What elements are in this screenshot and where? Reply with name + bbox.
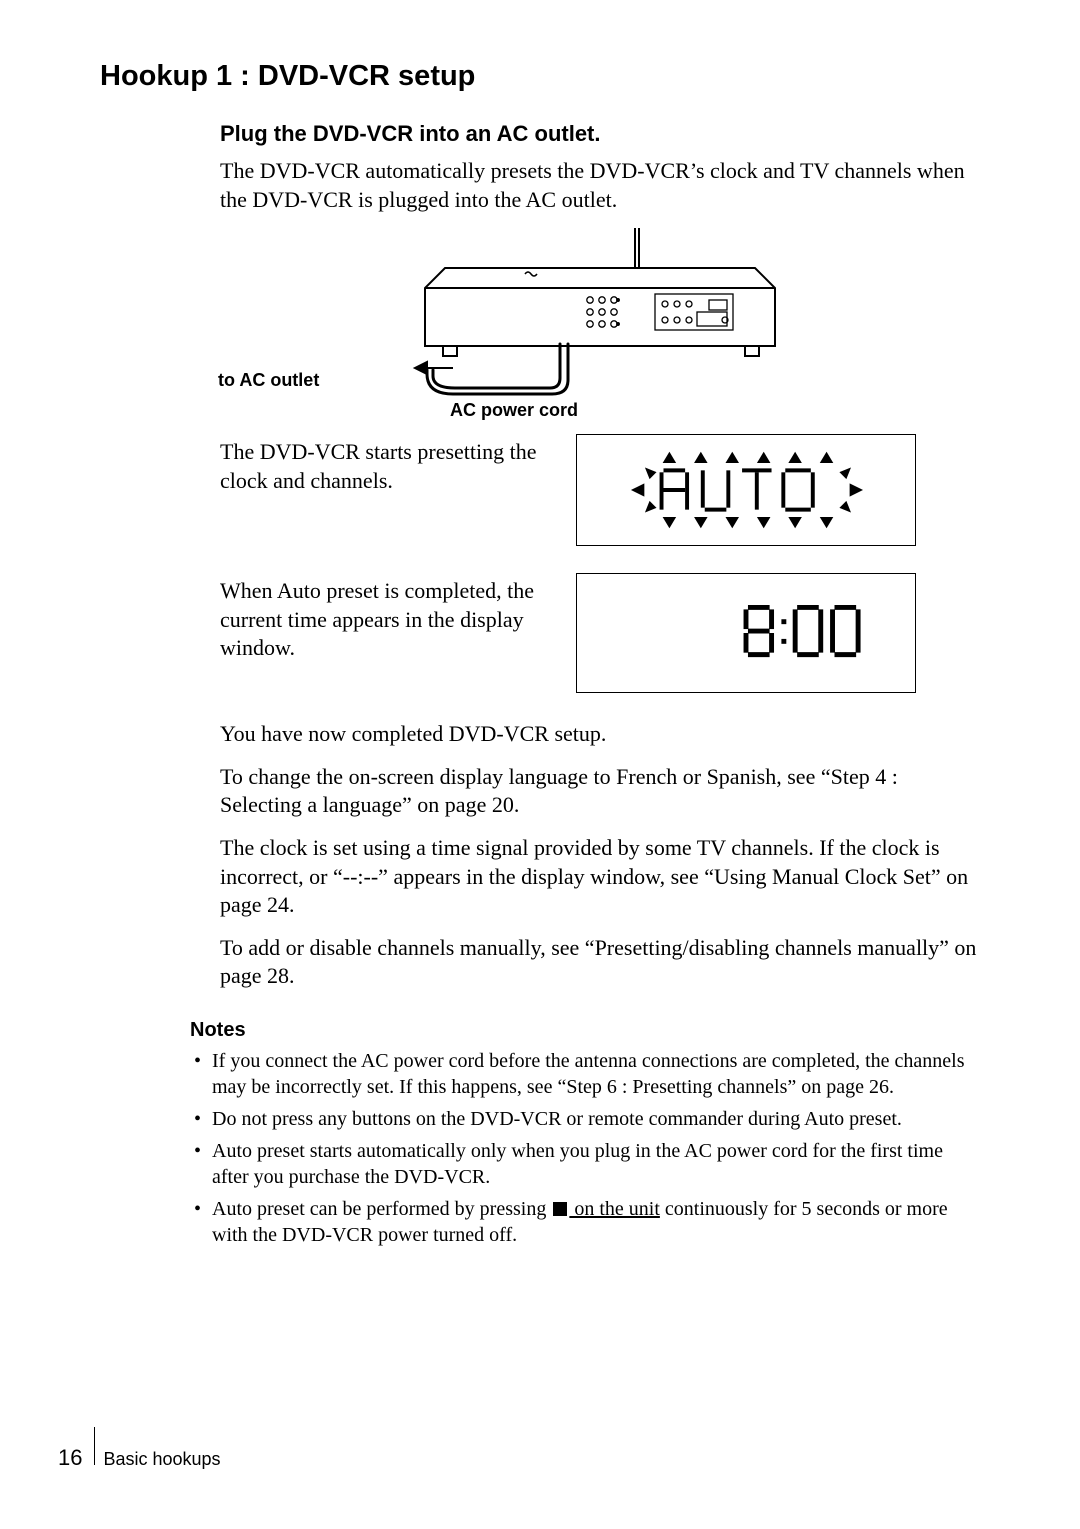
note-item: Auto preset can be performed by pressing…: [190, 1196, 980, 1248]
note-item: If you connect the AC power cord before …: [190, 1048, 980, 1100]
page-number: 16: [58, 1445, 82, 1471]
unit-diagram: [220, 228, 980, 418]
language-paragraph: To change the on-screen display language…: [220, 763, 980, 820]
label-ac-power-cord: AC power cord: [450, 400, 578, 421]
preset-done-text: When Auto preset is completed, the curre…: [220, 573, 550, 663]
row-clock-display: When Auto preset is completed, the curre…: [220, 573, 980, 698]
section-name: Basic hookups: [103, 1449, 220, 1470]
notes-list: If you connect the AC power cord before …: [190, 1048, 980, 1248]
clock-paragraph: The clock is set using a time signal pro…: [220, 834, 980, 920]
page-title: Hookup 1 : DVD-VCR setup: [100, 60, 990, 93]
display-clock: [576, 573, 980, 698]
step-heading: Plug the DVD-VCR into an AC outlet.: [220, 121, 980, 147]
row-auto-preset: The DVD-VCR starts presetting the clock …: [220, 434, 980, 551]
label-to-ac-outlet: to AC outlet: [218, 370, 319, 391]
note-item: Do not press any buttons on the DVD-VCR …: [190, 1106, 980, 1132]
note-text: Auto preset can be performed by pressing: [212, 1198, 551, 1220]
notes-heading: Notes: [190, 1019, 980, 1042]
footer-divider: [94, 1427, 95, 1465]
note-text-underline: on the unit: [569, 1198, 660, 1220]
intro-paragraph: The DVD-VCR automatically presets the DV…: [220, 157, 980, 214]
stop-icon: [553, 1202, 567, 1216]
display-auto: [576, 434, 980, 551]
note-item: Auto preset starts automatically only wh…: [190, 1138, 980, 1190]
completed-paragraph: You have now completed DVD-VCR setup.: [220, 720, 980, 749]
unit-diagram-svg: [385, 228, 815, 418]
page-footer: 16 Basic hookups: [58, 1427, 221, 1471]
channels-paragraph: To add or disable channels manually, see…: [220, 934, 980, 991]
preset-starts-text: The DVD-VCR starts presetting the clock …: [220, 434, 550, 495]
content-block: Plug the DVD-VCR into an AC outlet. The …: [220, 121, 980, 1248]
